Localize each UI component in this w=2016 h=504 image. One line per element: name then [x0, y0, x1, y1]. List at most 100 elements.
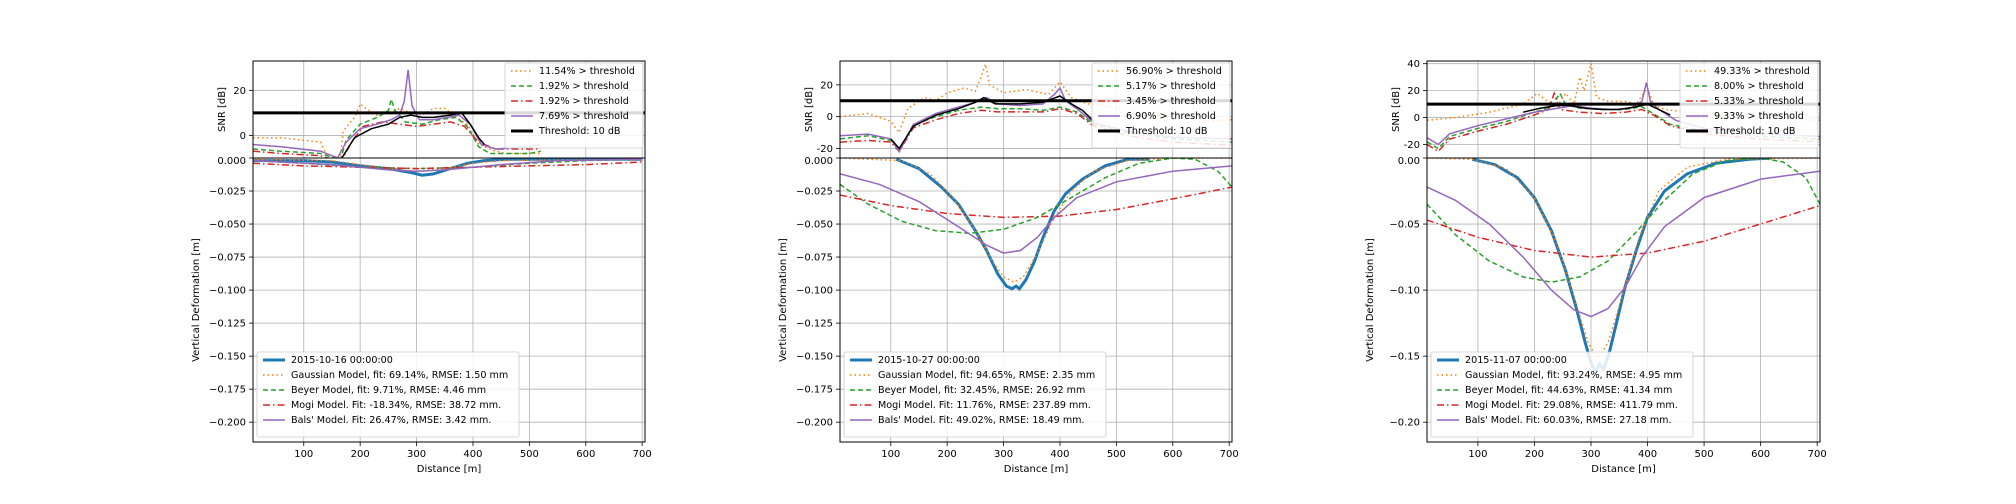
deformation-legend-label: Gaussian Model, fit: 93.24%, RMSE: 4.95 …: [1465, 370, 1682, 381]
snr-legend-label: Threshold: 10 dB: [538, 126, 621, 137]
deformation-legend-label: Mogi Model. Fit: 29.08%, RMSE: 411.79 mm…: [1465, 400, 1678, 411]
x-tick-label: 300: [407, 449, 426, 460]
x-tick-label: 200: [1525, 449, 1544, 460]
snr-legend: 56.90% > threshold 5.17% > threshold 3.45%…: [1091, 62, 1231, 149]
deformation-y-tick-label: −0.050: [796, 220, 833, 231]
x-tick-label: 700: [1220, 449, 1239, 460]
deformation-series-group: [253, 158, 643, 177]
x-tick-label: 400: [1050, 449, 1069, 460]
x-tick-label: 700: [1808, 449, 1827, 460]
deformation-y-tick-label: −0.200: [209, 418, 246, 429]
snr-legend-label: 7.69% > threshold: [539, 111, 629, 122]
snr-legend-label: Threshold: 10 dB: [1713, 126, 1796, 137]
deformation-y-axis-label: Vertical Deformation [m]: [778, 238, 789, 362]
x-tick-label: 100: [294, 449, 313, 460]
deformation-legend-label: Bals' Model. Fit: 60.03%, RMSE: 27.18 mm…: [1465, 415, 1672, 426]
deformation-axes-frame: [1426, 157, 1821, 443]
snr-series-3: [1427, 91, 1820, 153]
x-axis-label: Distance [m]: [1591, 464, 1656, 475]
x-tick-label: 600: [1751, 449, 1770, 460]
deformation-y-tick-label: −0.200: [796, 418, 833, 429]
snr-legend-box: [504, 62, 644, 149]
deformation-series-5: [253, 158, 643, 172]
snr-legend-box: [1091, 62, 1231, 149]
deformation-legend-label: Beyer Model, fit: 32.45%, RMSE: 26.92 mm: [878, 385, 1085, 396]
snr-y-tick-label: -20: [817, 144, 833, 155]
subplot-2: 100 200 300 400 500 600 700 Distance [m] -20 0 20 S…: [778, 60, 1239, 475]
deformation-y-tick-label: −0.125: [796, 319, 833, 330]
subplot-3: 100 200 300 400 500 600 700 Distance [m] -20 0 20 4…: [1365, 59, 1827, 475]
snr-series-4: [253, 69, 541, 158]
snr-series-5: [1522, 103, 1671, 116]
snr-y-axis-label: SNR [dB]: [804, 87, 815, 132]
deformation-y-tick-label: −0.025: [209, 187, 246, 198]
x-axis-label: Distance [m]: [1004, 464, 1069, 475]
deformation-series-group: [840, 158, 1232, 291]
x-tick-label: 500: [1107, 449, 1126, 460]
snr-legend: 11.54% > threshold 1.92% > threshold 1.92%…: [504, 62, 644, 149]
snr-series-1: [1427, 63, 1820, 122]
snr-legend-label: 8.00% > threshold: [1714, 81, 1804, 92]
deformation-series-1: [253, 158, 643, 177]
deformation-y-tick-label: −0.050: [209, 220, 246, 231]
deformation-axes-frame: [252, 157, 646, 443]
deformation-legend-label: Bals' Model. Fit: 26.47%, RMSE: 3.42 mm.: [291, 415, 491, 426]
deformation-y-tick-label: −0.05: [1389, 220, 1420, 231]
snr-y-tick-label: 0: [1414, 113, 1420, 124]
deformation-legend-label: Mogi Model. Fit: -18.34%, RMSE: 38.72 mm…: [291, 400, 501, 411]
snr-legend-label: 5.33% > threshold: [1714, 96, 1804, 107]
deformation-legend: 2015-10-16 00:00:00 Gaussian Model, fit: …: [256, 351, 520, 438]
snr-series-4: [840, 86, 1232, 154]
snr-legend-label: 11.54% > threshold: [539, 66, 635, 77]
deformation-legend: 2015-11-07 00:00:00 Gaussian Model, fit: …: [1430, 351, 1694, 438]
snr-legend-label: 6.90% > threshold: [1126, 111, 1216, 122]
snr-legend-label: 1.92% > threshold: [539, 81, 629, 92]
snr-legend-label: 56.90% > threshold: [1126, 66, 1222, 77]
deformation-legend-box: [1430, 351, 1694, 438]
x-tick-label: 300: [994, 449, 1013, 460]
deformation-legend-label: Beyer Model, fit: 9.71%, RMSE: 4.46 mm: [291, 385, 486, 396]
deformation-y-tick-label: −0.075: [796, 253, 833, 264]
deformation-y-tick-label: −0.100: [796, 286, 833, 297]
deformation-y-tick-label: −0.100: [209, 286, 246, 297]
x-tick-label: 200: [938, 449, 957, 460]
deformation-series-group: [1427, 158, 1820, 376]
deformation-series-5: [1427, 170, 1820, 318]
deformation-y-tick-label: −0.175: [796, 385, 833, 396]
deformation-legend-label: 2015-10-16 00:00:00: [291, 355, 393, 366]
deformation-y-tick-label: 0.000: [804, 156, 833, 167]
deformation-legend-label: Mogi Model. Fit: 11.76%, RMSE: 237.89 mm…: [878, 400, 1091, 411]
snr-y-tick-label: 20: [820, 80, 833, 91]
deformation-series-3: [1427, 158, 1820, 283]
deformation-series-4: [253, 161, 643, 170]
x-tick-label: 700: [633, 449, 652, 460]
snr-legend-label: 5.17% > threshold: [1126, 81, 1216, 92]
x-tick-label: 200: [351, 449, 370, 460]
snr-y-tick-label: 40: [1407, 59, 1420, 70]
deformation-y-tick-label: 0.00: [1398, 156, 1420, 167]
snr-legend-label: 1.92% > threshold: [539, 96, 629, 107]
deformation-legend-label: Gaussian Model, fit: 69.14%, RMSE: 1.50 …: [291, 370, 508, 381]
deformation-y-tick-label: −0.125: [209, 319, 246, 330]
deformation-y-tick-label: −0.075: [209, 253, 246, 264]
deformation-legend-box: [843, 351, 1107, 438]
deformation-y-tick-label: −0.150: [209, 352, 246, 363]
deformation-legend: 2015-10-27 00:00:00 Gaussian Model, fit: …: [843, 351, 1107, 438]
deformation-y-tick-label: −0.15: [1389, 352, 1420, 363]
deformation-y-tick-label: −0.20: [1389, 418, 1420, 429]
snr-legend: 49.33% > threshold 8.00% > threshold 5.33%…: [1679, 62, 1819, 149]
snr-legend-label: 49.33% > threshold: [1714, 66, 1810, 77]
snr-y-tick-label: 0: [240, 131, 246, 142]
deformation-series-4: [840, 186, 1232, 219]
x-tick-label: 400: [463, 449, 482, 460]
deformation-series-1: [895, 158, 1151, 291]
x-tick-label: 500: [1695, 449, 1714, 460]
snr-series-2: [253, 96, 541, 158]
deformation-series-5: [840, 165, 1232, 254]
snr-series-3: [253, 121, 541, 158]
snr-legend-label: 9.33% > threshold: [1714, 111, 1804, 122]
x-tick-label: 400: [1638, 449, 1657, 460]
deformation-series-3: [840, 158, 1232, 235]
snr-y-tick-label: 20: [233, 86, 246, 97]
